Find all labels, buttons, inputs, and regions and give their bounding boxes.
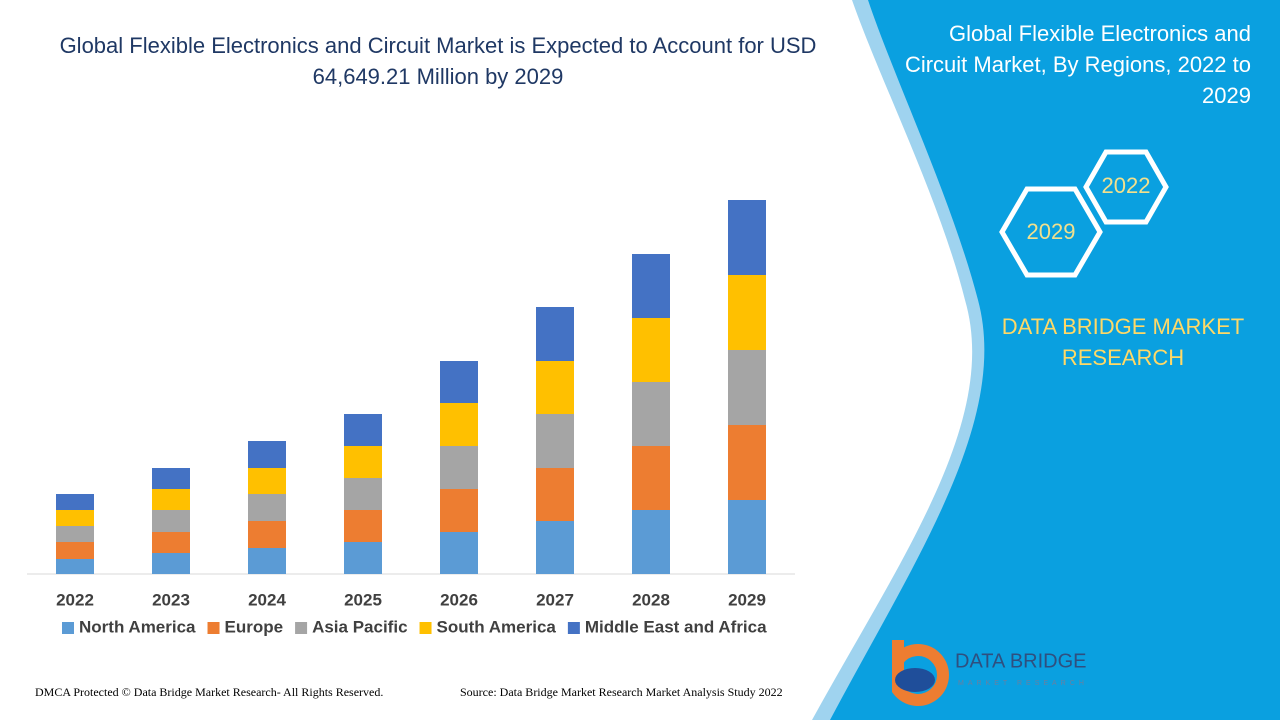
bar-segment [344, 446, 382, 478]
x-tick-label: 2027 [536, 590, 574, 609]
legend-label: South America [437, 617, 557, 636]
bar-segment [440, 489, 478, 532]
bar-segment [728, 275, 766, 350]
bar-segment [728, 200, 766, 275]
footer-dmca: DMCA Protected © Data Bridge Market Rese… [35, 685, 383, 699]
footer-source: Source: Data Bridge Market Research Mark… [460, 685, 783, 699]
x-tick-label: 2025 [344, 590, 382, 609]
logo-mark [892, 640, 949, 706]
legend-label: North America [79, 617, 196, 636]
bar-segment [440, 403, 478, 446]
legend-swatch [295, 622, 308, 634]
bar-segment [440, 361, 478, 403]
x-tick-label: 2028 [632, 590, 670, 609]
bar-segment [248, 494, 286, 521]
bar-segment [344, 478, 382, 510]
bar-segment [152, 532, 190, 553]
x-tick-label: 2026 [440, 590, 478, 609]
bar-segment [728, 425, 766, 500]
logo-mark [895, 668, 935, 692]
legend-label: Asia Pacific [312, 617, 407, 636]
bar-segment [152, 468, 190, 489]
legend-label: Europe [225, 617, 284, 636]
hex-year: 2029 [1027, 219, 1076, 244]
hexagon [1083, 149, 1169, 225]
hexagon [999, 186, 1103, 278]
bar-segment [248, 468, 286, 494]
legend-swatch [419, 622, 432, 634]
x-tick-label: 2023 [152, 590, 190, 609]
legend-swatch [62, 622, 74, 634]
bar-segment [440, 532, 478, 574]
bar-segment [536, 468, 574, 521]
bar-segment [440, 446, 478, 489]
legend-swatch [207, 622, 220, 634]
bar-segment [344, 414, 382, 446]
x-tick-label: 2024 [248, 590, 286, 609]
bar-segment [632, 318, 670, 382]
bar-segment [152, 553, 190, 574]
logo-tagline: MARKET RESEARCH [958, 680, 1088, 687]
bar-segment [632, 254, 670, 318]
bar-segment [248, 521, 286, 548]
bar-segment [56, 526, 94, 542]
bar-segment [152, 510, 190, 532]
legend-label: Middle East and Africa [585, 617, 767, 636]
bar-segment [248, 548, 286, 574]
bar-segment [728, 350, 766, 425]
bar-segment [344, 510, 382, 542]
bar-segment [536, 307, 574, 361]
panel [830, 0, 1280, 720]
hex-year: 2022 [1102, 173, 1151, 198]
bar-segment [248, 441, 286, 468]
bar-segment [536, 521, 574, 574]
bar-segment [152, 489, 190, 510]
panel-title: Global Flexible Electronics and Circuit … [904, 21, 1251, 108]
bar-segment [344, 542, 382, 574]
x-tick-label: 2029 [728, 590, 766, 609]
bar-segment [56, 510, 94, 526]
bar-segment [632, 510, 670, 574]
bar-segment [536, 361, 574, 414]
bar-segment [632, 382, 670, 446]
chart-title: Global Flexible Electronics and Circuit … [59, 33, 817, 89]
bar-segment [56, 494, 94, 510]
bar-segment [56, 542, 94, 559]
bar-segment [536, 414, 574, 468]
bar-segment [632, 446, 670, 510]
legend-swatch [567, 622, 580, 634]
bar-segment [728, 500, 766, 574]
logo-name: DATA BRIDGE [955, 650, 1087, 672]
x-tick-label: 2022 [56, 590, 94, 609]
panel-brand: DATA BRIDGE MARKET RESEARCH [1001, 314, 1245, 370]
bar-segment [56, 559, 94, 574]
